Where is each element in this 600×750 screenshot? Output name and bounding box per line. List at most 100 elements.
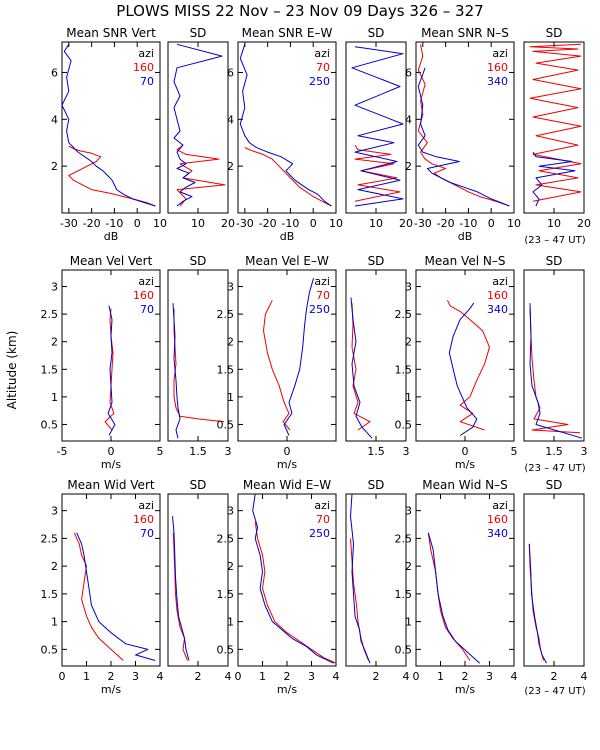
figure-title: PLOWS MISS 22 Nov – 23 Nov 09 Days 326 –… bbox=[116, 2, 483, 20]
snr-vert-legend-entry-70: 70 bbox=[140, 75, 154, 88]
wid-ew-series-70-line bbox=[254, 521, 336, 664]
wid-vert-series-160-line bbox=[73, 532, 124, 661]
vel-ew-series-70-line bbox=[263, 300, 291, 431]
vel-ns-sd-xtick-label: 1.5 bbox=[545, 445, 563, 458]
panel-wid-vert-sd: SD 2 4 bbox=[167, 478, 232, 683]
vel-vert-ytick-label: 1 bbox=[51, 391, 58, 404]
vel-ns-sd-title: SD bbox=[546, 254, 563, 268]
wid-ns-sd-series-340-line bbox=[528, 543, 547, 664]
wid-ew-ytick-label: 1.5 bbox=[217, 588, 235, 601]
snr-vert-xtick-label: 0 bbox=[134, 217, 141, 230]
wid-vert-legend-entry-70: 70 bbox=[140, 527, 154, 540]
wid-vert-title: Mean Wid Vert bbox=[67, 478, 154, 492]
snr-vert-legend-entry-160: 160 bbox=[133, 61, 154, 74]
vel-ew-ytick-label: 2.5 bbox=[217, 308, 235, 321]
snr-ew-xtick-label: 0 bbox=[310, 217, 317, 230]
vel-vert-series-70-line bbox=[107, 305, 116, 436]
wid-ew-sd-xtick-label: 2 bbox=[373, 670, 380, 683]
snr-ew-sd-xtick-label: 10 bbox=[369, 217, 383, 230]
snr-vert-sd-title: SD bbox=[190, 26, 207, 40]
wid-vert-ytick-label: 1 bbox=[51, 616, 58, 629]
vel-vert-xlabel: m/s bbox=[101, 458, 121, 471]
snr-vert-xlabel: dB bbox=[104, 230, 119, 243]
vel-ns-legend-title: azi bbox=[492, 275, 508, 288]
wid-ns-series-340-line bbox=[427, 532, 481, 664]
snr-vert-ytick-label: 2 bbox=[51, 160, 58, 173]
wid-vert-sd-series-70-line bbox=[172, 516, 190, 661]
wid-ns-ytick-label: 1.5 bbox=[395, 588, 413, 601]
wid-ns-xtick-label: 0 bbox=[413, 670, 420, 683]
wid-ns-xtick-label: 2 bbox=[462, 670, 469, 683]
wid-ew-series-250-line bbox=[252, 494, 334, 664]
wid-ew-ytick-label: 0.5 bbox=[217, 643, 235, 656]
vel-ns-legend-entry-340: 340 bbox=[487, 303, 508, 316]
vel-vert-ytick-label: 0.5 bbox=[41, 418, 59, 431]
vel-ns-ytick-label: 3 bbox=[405, 281, 412, 294]
vel-vert-legend-entry-160: 160 bbox=[133, 289, 154, 302]
wid-vert-sd-xtick-label: 2 bbox=[195, 670, 202, 683]
panel-wid-ns-sd: SD 2 4 bbox=[523, 478, 588, 683]
snr-ns-sd-title: SD bbox=[546, 26, 563, 40]
wid-ew-ytick-label: 3 bbox=[227, 505, 234, 518]
wid-ew-title: Mean Wid E–W bbox=[243, 478, 331, 492]
snr-vert-legend-title: azi bbox=[138, 47, 154, 60]
snr-ew-xlabel: dB bbox=[280, 230, 295, 243]
vel-vert-ytick-label: 2.5 bbox=[41, 308, 59, 321]
snr-ew-sd-xtick-label: 20 bbox=[399, 217, 413, 230]
ut-range-note-row2: (23 – 47 UT) bbox=[524, 463, 585, 474]
vel-ew-sd-series-250-line bbox=[350, 297, 373, 439]
wid-vert-ytick-label: 2.5 bbox=[41, 532, 59, 545]
wid-ew-xtick-label: 3 bbox=[308, 670, 315, 683]
vel-ns-sd-series-160-line bbox=[529, 308, 581, 434]
vel-ns-xtick-label: 5 bbox=[511, 445, 518, 458]
snr-ew-legend-title: azi bbox=[314, 47, 330, 60]
vel-vert-sd-xtick-label: 3 bbox=[225, 445, 232, 458]
snr-ns-legend-entry-340: 340 bbox=[487, 75, 508, 88]
vel-ew-legend-title: azi bbox=[314, 275, 330, 288]
wid-ew-sd-series-250-line bbox=[350, 494, 371, 664]
snr-ns-legend-entry-160: 160 bbox=[487, 61, 508, 74]
vel-vert-series-160-line bbox=[104, 308, 115, 431]
snr-vert-xtick-label: -20 bbox=[83, 217, 101, 230]
snr-ew-legend-entry-70: 70 bbox=[316, 61, 330, 74]
wid-ns-sd-title: SD bbox=[546, 478, 563, 492]
vel-vert-sd-xtick-label: 1.5 bbox=[189, 445, 207, 458]
wid-ns-legend-entry-340: 340 bbox=[487, 527, 508, 540]
vel-ns-series-340-line bbox=[448, 302, 478, 436]
snr-ns-ytick-label: 4 bbox=[405, 113, 412, 126]
snr-ew-title: Mean SNR E–W bbox=[242, 26, 333, 40]
vel-ew-xlabel: m/s bbox=[277, 458, 297, 471]
wid-ns-ytick-label: 1 bbox=[405, 616, 412, 629]
wid-ns-ytick-label: 3 bbox=[405, 505, 412, 518]
vel-ns-ytick-label: 2 bbox=[405, 336, 412, 349]
snr-ns-ytick-label: 2 bbox=[405, 160, 412, 173]
vel-ew-legend-entry-70: 70 bbox=[316, 289, 330, 302]
snr-ns-legend-title: azi bbox=[492, 47, 508, 60]
wid-vert-legend-entry-160: 160 bbox=[133, 513, 154, 526]
vel-vert-legend-title: azi bbox=[138, 275, 154, 288]
vel-ew-legend-entry-250: 250 bbox=[309, 303, 330, 316]
snr-ns-xlabel: dB bbox=[458, 230, 473, 243]
wid-ns-legend-title: azi bbox=[492, 499, 508, 512]
wid-ns-xtick-label: 3 bbox=[486, 670, 493, 683]
wid-ns-title: Mean Wid N–S bbox=[422, 478, 507, 492]
panel-snr-ew-sd: SD 10 20 bbox=[345, 26, 413, 230]
wid-ns-ytick-label: 2.5 bbox=[395, 532, 413, 545]
snr-vert-series-70-line bbox=[62, 44, 156, 207]
snr-ew-sd-title: SD bbox=[368, 26, 385, 40]
wid-vert-xtick-label: 4 bbox=[157, 670, 164, 683]
vel-ew-sd-xtick-label: 3 bbox=[403, 445, 410, 458]
vel-ns-ytick-label: 1 bbox=[405, 391, 412, 404]
ut-range-note-row1: (23 – 47 UT) bbox=[524, 235, 585, 246]
wid-ew-legend-entry-250: 250 bbox=[309, 527, 330, 540]
wid-vert-ytick-label: 3 bbox=[51, 505, 58, 518]
snr-ns-series-160-line bbox=[417, 44, 510, 207]
vel-vert-xtick-label: 0 bbox=[108, 445, 115, 458]
vel-ns-xlabel: m/s bbox=[455, 458, 475, 471]
vel-ew-xtick-label: 0 bbox=[284, 445, 291, 458]
wid-ew-sd-xtick-label: 4 bbox=[403, 670, 410, 683]
wid-ns-sd-frame bbox=[523, 493, 585, 667]
snr-ns-title: Mean SNR N–S bbox=[421, 26, 509, 40]
vel-ew-sd-xtick-label: 1.5 bbox=[367, 445, 385, 458]
